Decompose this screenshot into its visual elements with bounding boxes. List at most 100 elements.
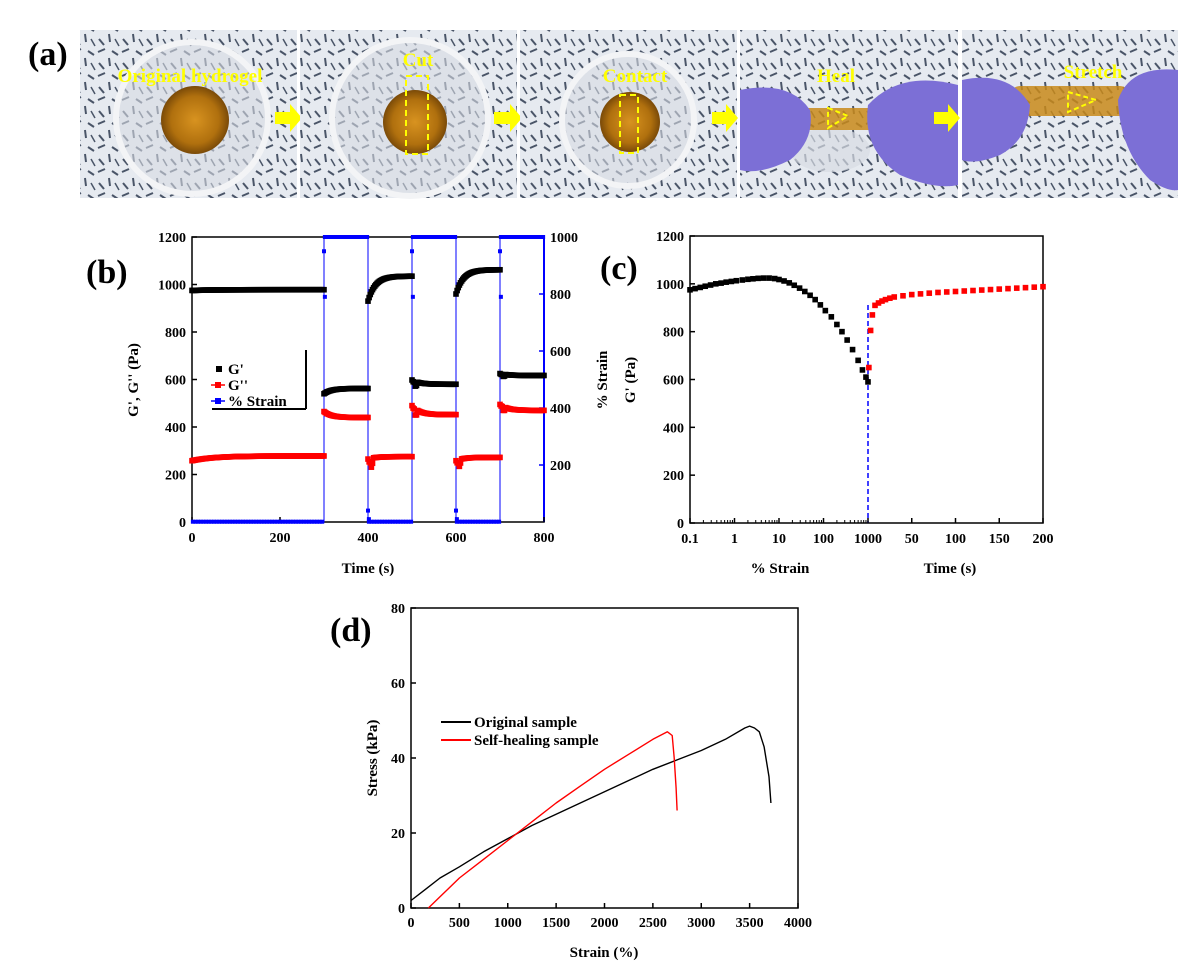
sweep-point (817, 302, 824, 308)
strain-point (489, 519, 494, 524)
strain-point (426, 235, 431, 239)
gprime-point (413, 382, 420, 389)
recovery-point (961, 288, 968, 294)
strain-point (354, 235, 359, 239)
strain-point (535, 235, 540, 239)
x-tick-label: 500 (449, 916, 470, 931)
strain-point (465, 519, 470, 524)
strain-point (439, 235, 444, 239)
strain-point (512, 235, 517, 239)
gprime-point (321, 286, 327, 293)
strain-transition-point (498, 294, 503, 299)
strain-point (401, 519, 406, 524)
sweep-point (713, 281, 719, 287)
strain-point (209, 519, 214, 524)
x-tick-label: 4000 (784, 916, 812, 931)
gdouble-point (497, 454, 503, 461)
legend-marker-gdouble (215, 382, 221, 388)
strain-point (214, 519, 219, 524)
sweep-point (807, 292, 813, 299)
hydrogel-strip (1010, 86, 1130, 116)
sweep-point (828, 314, 835, 320)
strain-point (366, 519, 371, 524)
recovery-point (867, 327, 874, 334)
strain-point (267, 519, 272, 524)
chart-d-ylabel: Stress (kPa) (365, 720, 381, 797)
recovery-point (887, 295, 893, 301)
y-tick-label: 1200 (656, 230, 684, 245)
sweep-point (723, 279, 729, 285)
sweep-point (728, 278, 735, 285)
strain-point (447, 235, 452, 239)
strain-point (241, 519, 246, 524)
strain-point (196, 519, 201, 524)
strain-point (388, 519, 392, 524)
strain-point (314, 519, 319, 524)
strain-point (382, 519, 387, 524)
strain-point (398, 519, 403, 524)
sweep-point (834, 321, 840, 328)
recovery-point (882, 296, 889, 303)
x-tick-label: 100 (813, 532, 834, 547)
strain-point (351, 235, 356, 239)
strain-point (538, 235, 543, 239)
sweep-point (849, 346, 856, 353)
x-tick-label: 1000 (494, 916, 522, 931)
strain-point (270, 519, 275, 524)
strain-point (424, 235, 429, 239)
recovery-point (970, 287, 976, 294)
strain-point (293, 519, 298, 524)
chart-b-ylabel: G', G'' (Pa) (126, 343, 142, 417)
strain-point (403, 519, 408, 524)
gdouble-point (409, 453, 415, 460)
x-tick-label: 0 (408, 916, 415, 931)
recovery-point (875, 300, 882, 306)
x-tick-label: 100 (945, 532, 966, 547)
recovery-point (866, 364, 872, 371)
strain-point (410, 235, 415, 239)
x-tick-label: 800 (534, 531, 555, 546)
recovery-point (908, 291, 915, 298)
strain-point (338, 235, 343, 239)
strain-point (429, 235, 434, 239)
x-tick-label: 0.1 (681, 532, 699, 547)
sweep-point (812, 296, 818, 303)
strain-point (235, 519, 240, 524)
recovery-point (926, 290, 933, 296)
sweep-point (707, 282, 714, 288)
strain-point (497, 519, 502, 524)
gdouble-point (368, 464, 375, 470)
sweep-point (822, 307, 829, 314)
y2-tick-label: 400 (550, 402, 571, 417)
strain-transition-point (454, 517, 459, 522)
y-tick-label: 1000 (656, 278, 684, 293)
recovery-point (978, 287, 985, 293)
sweep-point (745, 276, 751, 283)
strain-point (514, 235, 519, 239)
photo-caption-stretch: Stretch (1064, 62, 1123, 83)
arrow-icon (712, 104, 738, 132)
recovery-point (1040, 283, 1046, 290)
strain-point (359, 235, 364, 239)
strain-point (322, 235, 327, 239)
sweep-point (781, 278, 787, 284)
sweep-point (687, 287, 693, 293)
strain-point (453, 235, 458, 239)
y-tick-label: 400 (663, 421, 684, 436)
strain-point (325, 235, 330, 239)
strain-point (256, 519, 261, 524)
sweep-point (760, 275, 767, 281)
chart-c-xlabel-left: % Strain (751, 561, 810, 577)
photo-caption-cut: Cut (403, 50, 434, 71)
strain-point (369, 519, 374, 524)
gdouble-point (321, 453, 327, 459)
strain-point (476, 519, 480, 524)
recovery-point (952, 288, 959, 295)
y-tick-label: 600 (165, 374, 186, 389)
strain-point (333, 235, 338, 239)
strain-point (541, 235, 546, 239)
recovery-point (879, 298, 885, 304)
strain-point (418, 235, 423, 239)
strain-point (296, 519, 301, 524)
strain-point (445, 235, 450, 239)
